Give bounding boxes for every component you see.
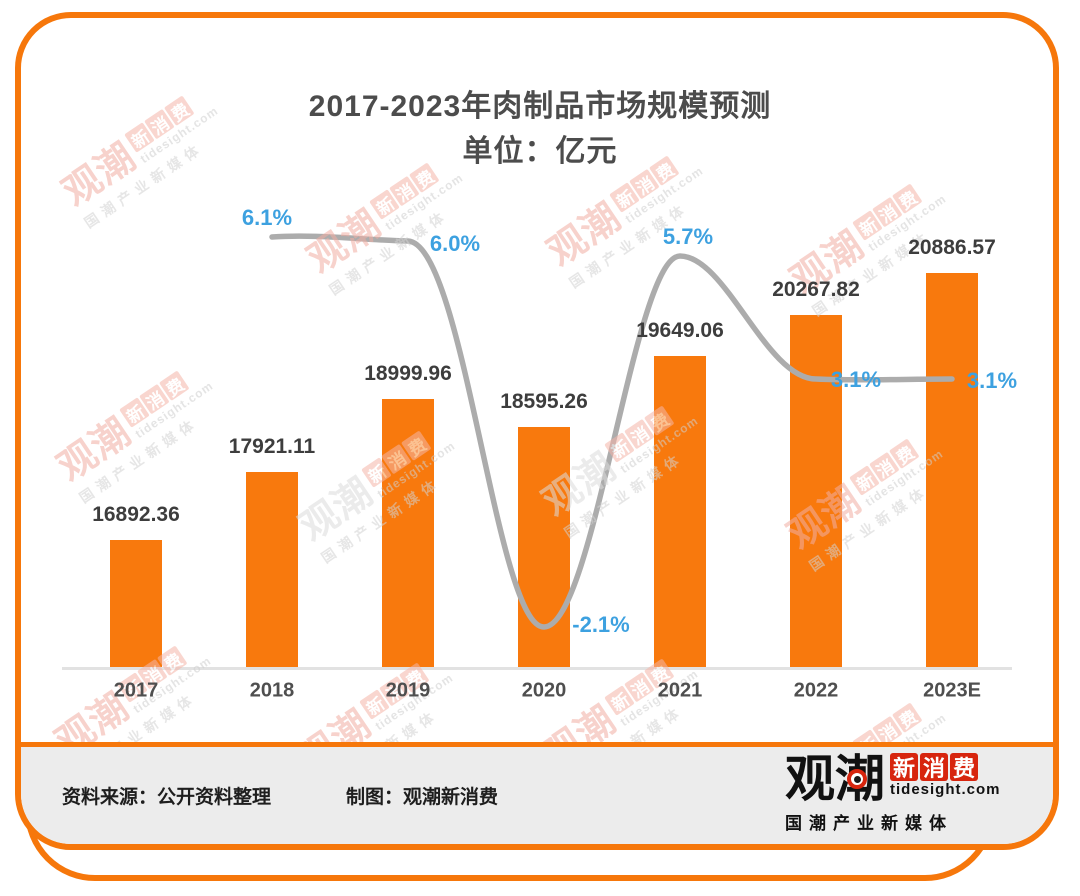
watermark-wordmark: 观潮 [50, 410, 139, 490]
bar-2019 [382, 399, 434, 667]
watermark-wordmark: 观潮 [292, 470, 381, 550]
watermark-wordmark: 观潮 [300, 202, 389, 282]
x-tick-2019: 2019 [385, 679, 431, 702]
watermark-tile: 消 [389, 175, 420, 207]
value-label-2023E: 20886.57 [908, 236, 996, 260]
growth-label-2023E: 3.1% [966, 368, 1018, 393]
watermark-tile: 费 [158, 370, 190, 401]
x-tick-2021: 2021 [657, 679, 703, 702]
watermark-tile: 费 [888, 438, 920, 469]
brand-logo-tile: 消 [920, 753, 948, 781]
chart-canvas: 2017-2023年肉制品市场规模预测 单位：亿元 观潮新消费 tidesight… [21, 18, 1053, 844]
watermark-tile: 新 [604, 685, 635, 716]
brand-logo-tile: 新 [890, 753, 918, 781]
watermark-tile: 新 [119, 397, 150, 428]
watermark-tile: 新 [609, 182, 640, 213]
chart-title-block: 2017-2023年肉制品市场规模预测 单位：亿元 [21, 84, 1053, 174]
watermark-domain: tidesight.com [382, 170, 466, 234]
value-label-2018: 17921.11 [228, 434, 316, 458]
watermark-wordmark: 观潮 [540, 195, 629, 275]
growth-label-2018: 6.1% [241, 205, 293, 230]
bar-2018 [246, 471, 298, 667]
watermark-domain: tidesight.com [132, 378, 216, 442]
x-tick-2023E: 2023E [923, 679, 981, 702]
bar-2017 [110, 540, 162, 667]
brand-logo-domain: tidesight.com [890, 781, 1001, 798]
watermark-tile: 消 [624, 671, 655, 703]
camera-lens-icon [847, 769, 867, 789]
value-label-2017: 16892.36 [92, 503, 180, 527]
watermark-tile: 消 [624, 418, 655, 450]
bubble-frame-card: 2017-2023年肉制品市场规模预测 单位：亿元 观潮新消费 tidesight… [15, 12, 1059, 850]
chart-title: 2017-2023年肉制品市场规模预测 [308, 90, 772, 123]
value-label-2021: 19649.06 [636, 319, 724, 343]
x-axis-line [62, 667, 1012, 670]
x-tick-2022: 2022 [793, 679, 839, 702]
value-label-2019: 18999.96 [364, 362, 452, 386]
brand-logo-tiles: 新消费 [890, 753, 1001, 781]
data-source-text: 资料来源：公开资料整理 [62, 787, 272, 808]
x-tick-2018: 2018 [249, 679, 295, 702]
watermark-tile: 费 [891, 702, 923, 733]
brand-logo-tagline: 国潮产业新媒体 [785, 814, 953, 833]
brand-logo-right: 新消费 tidesight.com [890, 753, 1001, 799]
x-tick-2017: 2017 [113, 679, 159, 702]
chart-unit-label: 单位：亿元 [462, 135, 618, 168]
growth-label-2021: 5.7% [662, 224, 714, 249]
watermark-tile: 消 [869, 451, 900, 483]
growth-label-2022: 3.1% [830, 367, 882, 392]
chart-credit-text: 制图：观潮新消费 [346, 787, 499, 808]
growth-label-2020: -2.1% [572, 612, 630, 637]
brand-logo-wordmark: 观潮 [785, 751, 885, 807]
watermark-tile: 新 [604, 432, 635, 463]
watermark-tile: 消 [872, 196, 903, 228]
watermark-tile: 新 [849, 465, 880, 496]
brand-logo-row: 观潮 新消费 tidesight.com [785, 753, 1030, 805]
watermark-tile: 新 [852, 210, 883, 241]
value-label-2022: 20267.82 [772, 277, 860, 301]
brand-logo: 观潮 新消费 tidesight.com 国潮产业新媒体 [785, 753, 1030, 834]
growth-label-2019: 6.0% [429, 231, 481, 256]
watermark-tile: 费 [891, 183, 923, 214]
bar-2023E [926, 273, 978, 667]
watermark-tile: 消 [139, 383, 170, 415]
watermark-tile: 新 [369, 189, 400, 220]
bar-2021 [654, 356, 706, 667]
x-tick-2020: 2020 [521, 679, 567, 702]
bar-2020 [518, 426, 570, 667]
value-label-2020: 18595.26 [500, 389, 588, 413]
watermark-tagline: 国潮产业新媒体 [326, 206, 452, 298]
brand-logo-tile: 费 [950, 753, 978, 781]
